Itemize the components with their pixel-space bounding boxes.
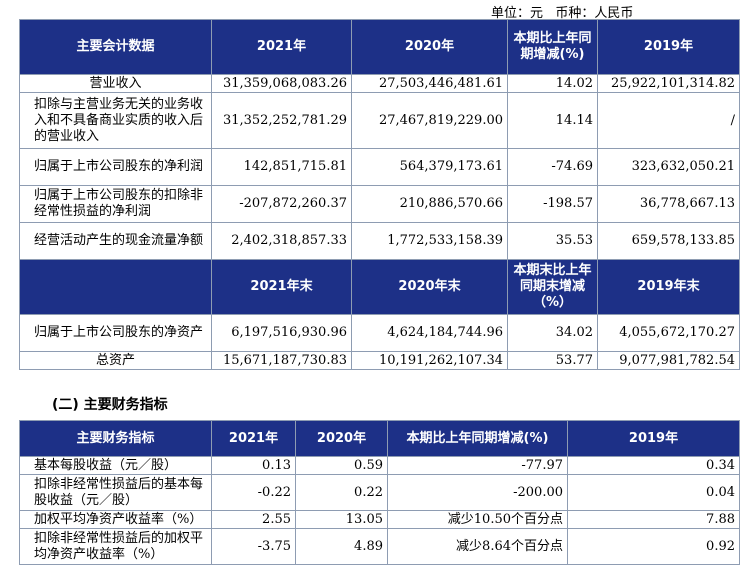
table-cell: 0.22 [295,474,388,511]
column-header: 2020年末 [351,259,508,315]
column-header: 本期末比上年同期末增减（%） [507,259,598,315]
row-label: 营业收入 [19,74,212,93]
row-label: 归属于上市公司股东的扣除非经常性损益的净利润 [19,185,212,223]
table-row: 归属于上市公司股东的净资产 6,197,516,930.96 4,624,184… [19,314,740,352]
table-row: 扣除非经常性损益后的基本每股收益（元／股） -0.22 0.22 -200.00… [19,474,740,511]
column-header: 2019年 [597,19,740,75]
table-cell: 53.77 [507,351,598,370]
row-label: 归属于上市公司股东的净资产 [19,314,212,352]
row-label: 扣除与主营业务无关的业务收入和不具备商业实质的收入后的营业收入 [19,92,212,149]
table-cell: -207,872,260.37 [211,185,352,223]
table-cell: -74.69 [507,148,598,186]
table-cell: 14.14 [507,92,598,149]
table-cell: -200.00 [387,474,568,511]
table-row: 扣除与主营业务无关的业务收入和不具备商业实质的收入后的营业收入 31,352,2… [19,92,740,149]
table-row: 总资产 15,671,187,730.83 10,191,262,107.34 … [19,351,740,370]
row-label: 加权平均净资产收益率（%） [19,510,212,529]
column-header: 本期比上年同期增减(%) [507,19,598,75]
table-cell: 0.34 [567,456,740,475]
table-cell: 1,772,533,158.39 [351,222,508,260]
column-header: 2019年末 [597,259,740,315]
column-header: 2020年 [351,19,508,75]
table-row: 归属于上市公司股东的扣除非经常性损益的净利润 -207,872,260.37 2… [19,185,740,223]
table-cell: 4.89 [295,528,388,565]
table-cell: 323,632,050.21 [597,148,740,186]
row-label: 经营活动产生的现金流量净额 [19,222,212,260]
table-cell: 25,922,101,314.82 [597,74,740,93]
row-label: 基本每股收益（元／股） [19,456,212,475]
table-cell: 减少10.50个百分点 [387,510,568,529]
table-cell: 0.04 [567,474,740,511]
table-cell: 36,778,667.13 [597,185,740,223]
table-cell: 9,077,981,782.54 [597,351,740,370]
table-cell: 659,578,133.85 [597,222,740,260]
table-cell: -198.57 [507,185,598,223]
column-header: 2021年末 [211,259,352,315]
table-cell: 15,671,187,730.83 [211,351,352,370]
table-row: 基本每股收益（元／股） 0.13 0.59 -77.97 0.34 [19,456,740,475]
table-row: 经营活动产生的现金流量净额 2,402,318,857.33 1,772,533… [19,222,740,260]
column-header: 2020年 [295,420,388,457]
table-cell: 210,886,570.66 [351,185,508,223]
table-cell: 2,402,318,857.33 [211,222,352,260]
table-header-row: 主要会计数据 2021年 2020年 本期比上年同期增减(%) 2019年 [19,19,740,75]
column-header: 2021年 [211,19,352,75]
accounting-data-table: 主要会计数据 2021年 2020年 本期比上年同期增减(%) 2019年 营业… [19,19,740,370]
table-row: 营业收入 31,359,068,083.26 27,503,446,481.61… [19,74,740,93]
column-header [19,259,212,315]
table-cell: -77.97 [387,456,568,475]
row-label: 扣除非经常性损益后的加权平均净资产收益率（%） [19,528,212,565]
table-cell: 0.13 [211,456,296,475]
table-cell: 4,055,672,170.27 [597,314,740,352]
column-header: 主要会计数据 [19,19,212,75]
table-cell: 0.59 [295,456,388,475]
column-header: 2021年 [211,420,296,457]
row-label: 总资产 [19,351,212,370]
table-cell: / [597,92,740,149]
table-row: 归属于上市公司股东的净利润 142,851,715.81 564,379,173… [19,148,740,186]
table-cell: 6,197,516,930.96 [211,314,352,352]
table-header-row: 2021年末 2020年末 本期末比上年同期末增减（%） 2019年末 [19,259,740,315]
table-cell: 31,352,252,781.29 [211,92,352,149]
table-row: 加权平均净资产收益率（%） 2.55 13.05 减少10.50个百分点 7.8… [19,510,740,529]
table-row: 扣除非经常性损益后的加权平均净资产收益率（%） -3.75 4.89 减少8.6… [19,528,740,565]
column-header: 主要财务指标 [19,420,212,457]
column-header: 本期比上年同期增减(%) [387,420,568,457]
row-label: 扣除非经常性损益后的基本每股收益（元／股） [19,474,212,511]
table-cell: 34.02 [507,314,598,352]
financial-indicators-table: 主要财务指标 2021年 2020年 本期比上年同期增减(%) 2019年 基本… [19,420,740,565]
table-cell: -0.22 [211,474,296,511]
table-cell: 14.02 [507,74,598,93]
table-cell: 27,503,446,481.61 [351,74,508,93]
table-cell: -3.75 [211,528,296,565]
row-label: 归属于上市公司股东的净利润 [19,148,212,186]
table-cell: 7.88 [567,510,740,529]
column-header: 2019年 [567,420,740,457]
section-title: (二) 主要财务指标 [52,397,168,413]
table-header-row: 主要财务指标 2021年 2020年 本期比上年同期增减(%) 2019年 [19,420,740,457]
table-cell: 31,359,068,083.26 [211,74,352,93]
unit-currency-note: 单位：元 币种：人民币 [491,6,634,21]
table-cell: 142,851,715.81 [211,148,352,186]
table-cell: 10,191,262,107.34 [351,351,508,370]
table-cell: 减少8.64个百分点 [387,528,568,565]
table-cell: 0.92 [567,528,740,565]
table-cell: 27,467,819,229.00 [351,92,508,149]
table-cell: 13.05 [295,510,388,529]
table-cell: 564,379,173.61 [351,148,508,186]
table-cell: 4,624,184,744.96 [351,314,508,352]
table-cell: 2.55 [211,510,296,529]
table-cell: 35.53 [507,222,598,260]
